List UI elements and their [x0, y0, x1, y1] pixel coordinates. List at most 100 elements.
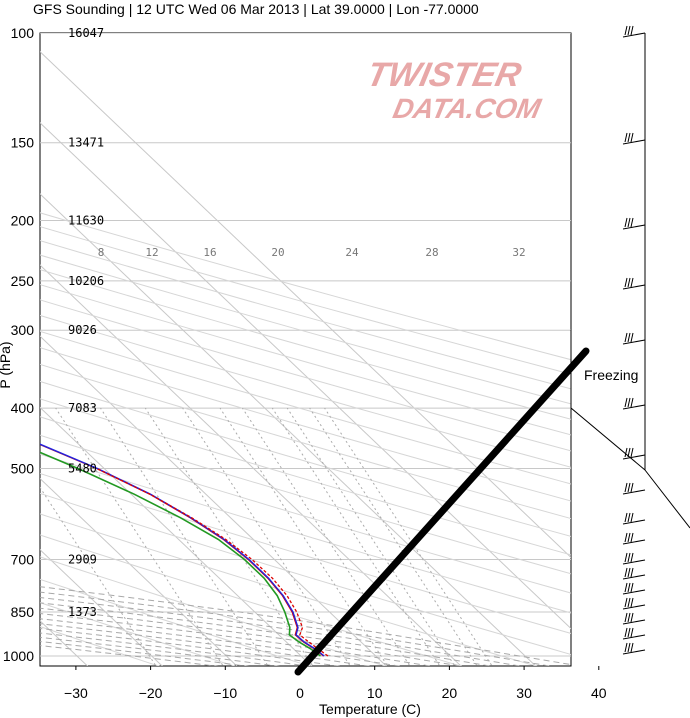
wind-barb-feather: [627, 277, 631, 288]
mixing-ratio-label: 8: [98, 246, 105, 259]
wind-barb-feather: [627, 482, 631, 493]
x-tick-label: −10: [213, 685, 237, 701]
height-label: 10206: [68, 274, 104, 288]
mixing-ratio-label: 12: [145, 246, 158, 259]
x-tick-label: 20: [442, 685, 458, 701]
parcel-dashed-line: [96, 467, 329, 657]
freezing-label: Freezing: [584, 367, 638, 383]
wind-barb-feather: [627, 597, 631, 608]
profile-lines: [40, 443, 329, 657]
mixing-ratio-label: 16: [203, 246, 216, 259]
wind-barb-feather: [630, 482, 634, 493]
virtual-temperature-line: [40, 443, 325, 657]
height-label: 16047: [68, 26, 104, 40]
mixing-ratio-line: [271, 407, 441, 666]
wind-barb-feather: [630, 332, 634, 343]
wind-barb-feather: [630, 277, 634, 288]
wind-barb: [622, 224, 646, 230]
wind-barb-feather: [627, 512, 631, 523]
dry-adiabat: [40, 398, 571, 556]
wind-barb-feather: [630, 597, 634, 608]
wind-barb-feather: [630, 217, 634, 228]
pressure-tick-label: 1000: [3, 648, 34, 664]
height-label: 13471: [68, 136, 104, 150]
mixing-ratio-label: 32: [512, 246, 525, 259]
dry-adiabat: [40, 240, 571, 390]
mixing-ratio-label: 24: [345, 246, 359, 259]
wind-barb-feather: [627, 397, 631, 408]
wind-barb: [622, 139, 646, 145]
wind-barb-feather: [624, 627, 628, 638]
pressure-tick-label: 150: [11, 135, 35, 151]
isotherm: [40, 193, 537, 666]
wind-barb-feather: [624, 217, 628, 228]
wind-barb: [622, 619, 646, 625]
wind-barb-feather: [630, 532, 634, 543]
wind-barb-feather: [630, 642, 634, 653]
pressure-tick-label: 700: [11, 551, 35, 567]
wind-barb-feather: [624, 552, 628, 563]
chart-title: GFS Sounding | 12 UTC Wed 06 Mar 2013 | …: [33, 1, 479, 17]
height-label: 7083: [68, 401, 97, 415]
wind-barb-feather: [630, 25, 634, 36]
wind-barb-feather: [624, 512, 628, 523]
wind-barb-feather: [627, 567, 631, 578]
wind-barb-feather: [627, 552, 631, 563]
freezing-line: [294, 347, 590, 676]
pressure-tick-label: 400: [11, 400, 35, 416]
wind-barb-feather: [624, 397, 628, 408]
wind-barb-feather: [630, 512, 634, 523]
wind-barb: [622, 454, 646, 460]
wind-barb-feather: [627, 332, 631, 343]
x-tick-label: 10: [367, 685, 383, 701]
wind-barb-feather: [627, 25, 631, 36]
pressure-tick-label: 200: [11, 213, 35, 229]
wind-barb: [622, 589, 646, 595]
wind-barb: [622, 604, 646, 610]
x-tick-label: 0: [296, 685, 304, 701]
isotherm: [40, 477, 238, 666]
moist-adiabat: [40, 607, 464, 666]
dry-adiabat: [40, 226, 571, 375]
wind-barb: [622, 574, 646, 580]
wind-barb: [622, 539, 646, 545]
pressure-tick-label: 250: [11, 273, 35, 289]
mixing-ratio-line: [182, 407, 351, 666]
grid-lines: [40, 33, 571, 666]
wind-barb: [622, 404, 646, 410]
freezing-line-stroke: [294, 347, 590, 676]
wind-barb-feather: [624, 582, 628, 593]
x-tick-label: 40: [591, 685, 607, 701]
wind-barb-feather: [627, 642, 631, 653]
moist-adiabat: [40, 586, 571, 666]
wind-barb: [622, 489, 646, 495]
wind-barb-feather: [624, 447, 628, 458]
mixing-ratio-line: [100, 407, 269, 666]
mixing-ratio-label: 20: [271, 246, 284, 259]
dry-adiabat: [40, 380, 571, 537]
dry-adiabat: [40, 602, 236, 666]
wind-barb-feather: [630, 447, 634, 458]
isotherm: [40, 50, 571, 559]
pressure-tick-label: 300: [11, 322, 35, 338]
dry-adiabat: [40, 416, 571, 575]
svg-text:DATA.COM: DATA.COM: [390, 92, 545, 124]
wind-barb-feather: [630, 582, 634, 593]
wind-barb-feather: [624, 642, 628, 653]
wind-barb: [622, 559, 646, 565]
x-axis-label: Temperature (C): [319, 701, 421, 717]
mixing-ratio-line: [40, 486, 157, 666]
height-label: 2909: [68, 552, 97, 566]
dry-adiabat: [40, 534, 463, 666]
dry-adiabat: [40, 212, 571, 361]
wind-barb-feather: [624, 532, 628, 543]
height-label: 9026: [68, 323, 97, 337]
wind-barb-feather: [630, 552, 634, 563]
isotherm: [40, 335, 387, 666]
wind-barb-feather: [627, 612, 631, 623]
svg-text:TWISTER: TWISTER: [364, 56, 525, 94]
moist-adiabat: [40, 602, 493, 666]
mixing-ratio-line: [55, 407, 224, 666]
